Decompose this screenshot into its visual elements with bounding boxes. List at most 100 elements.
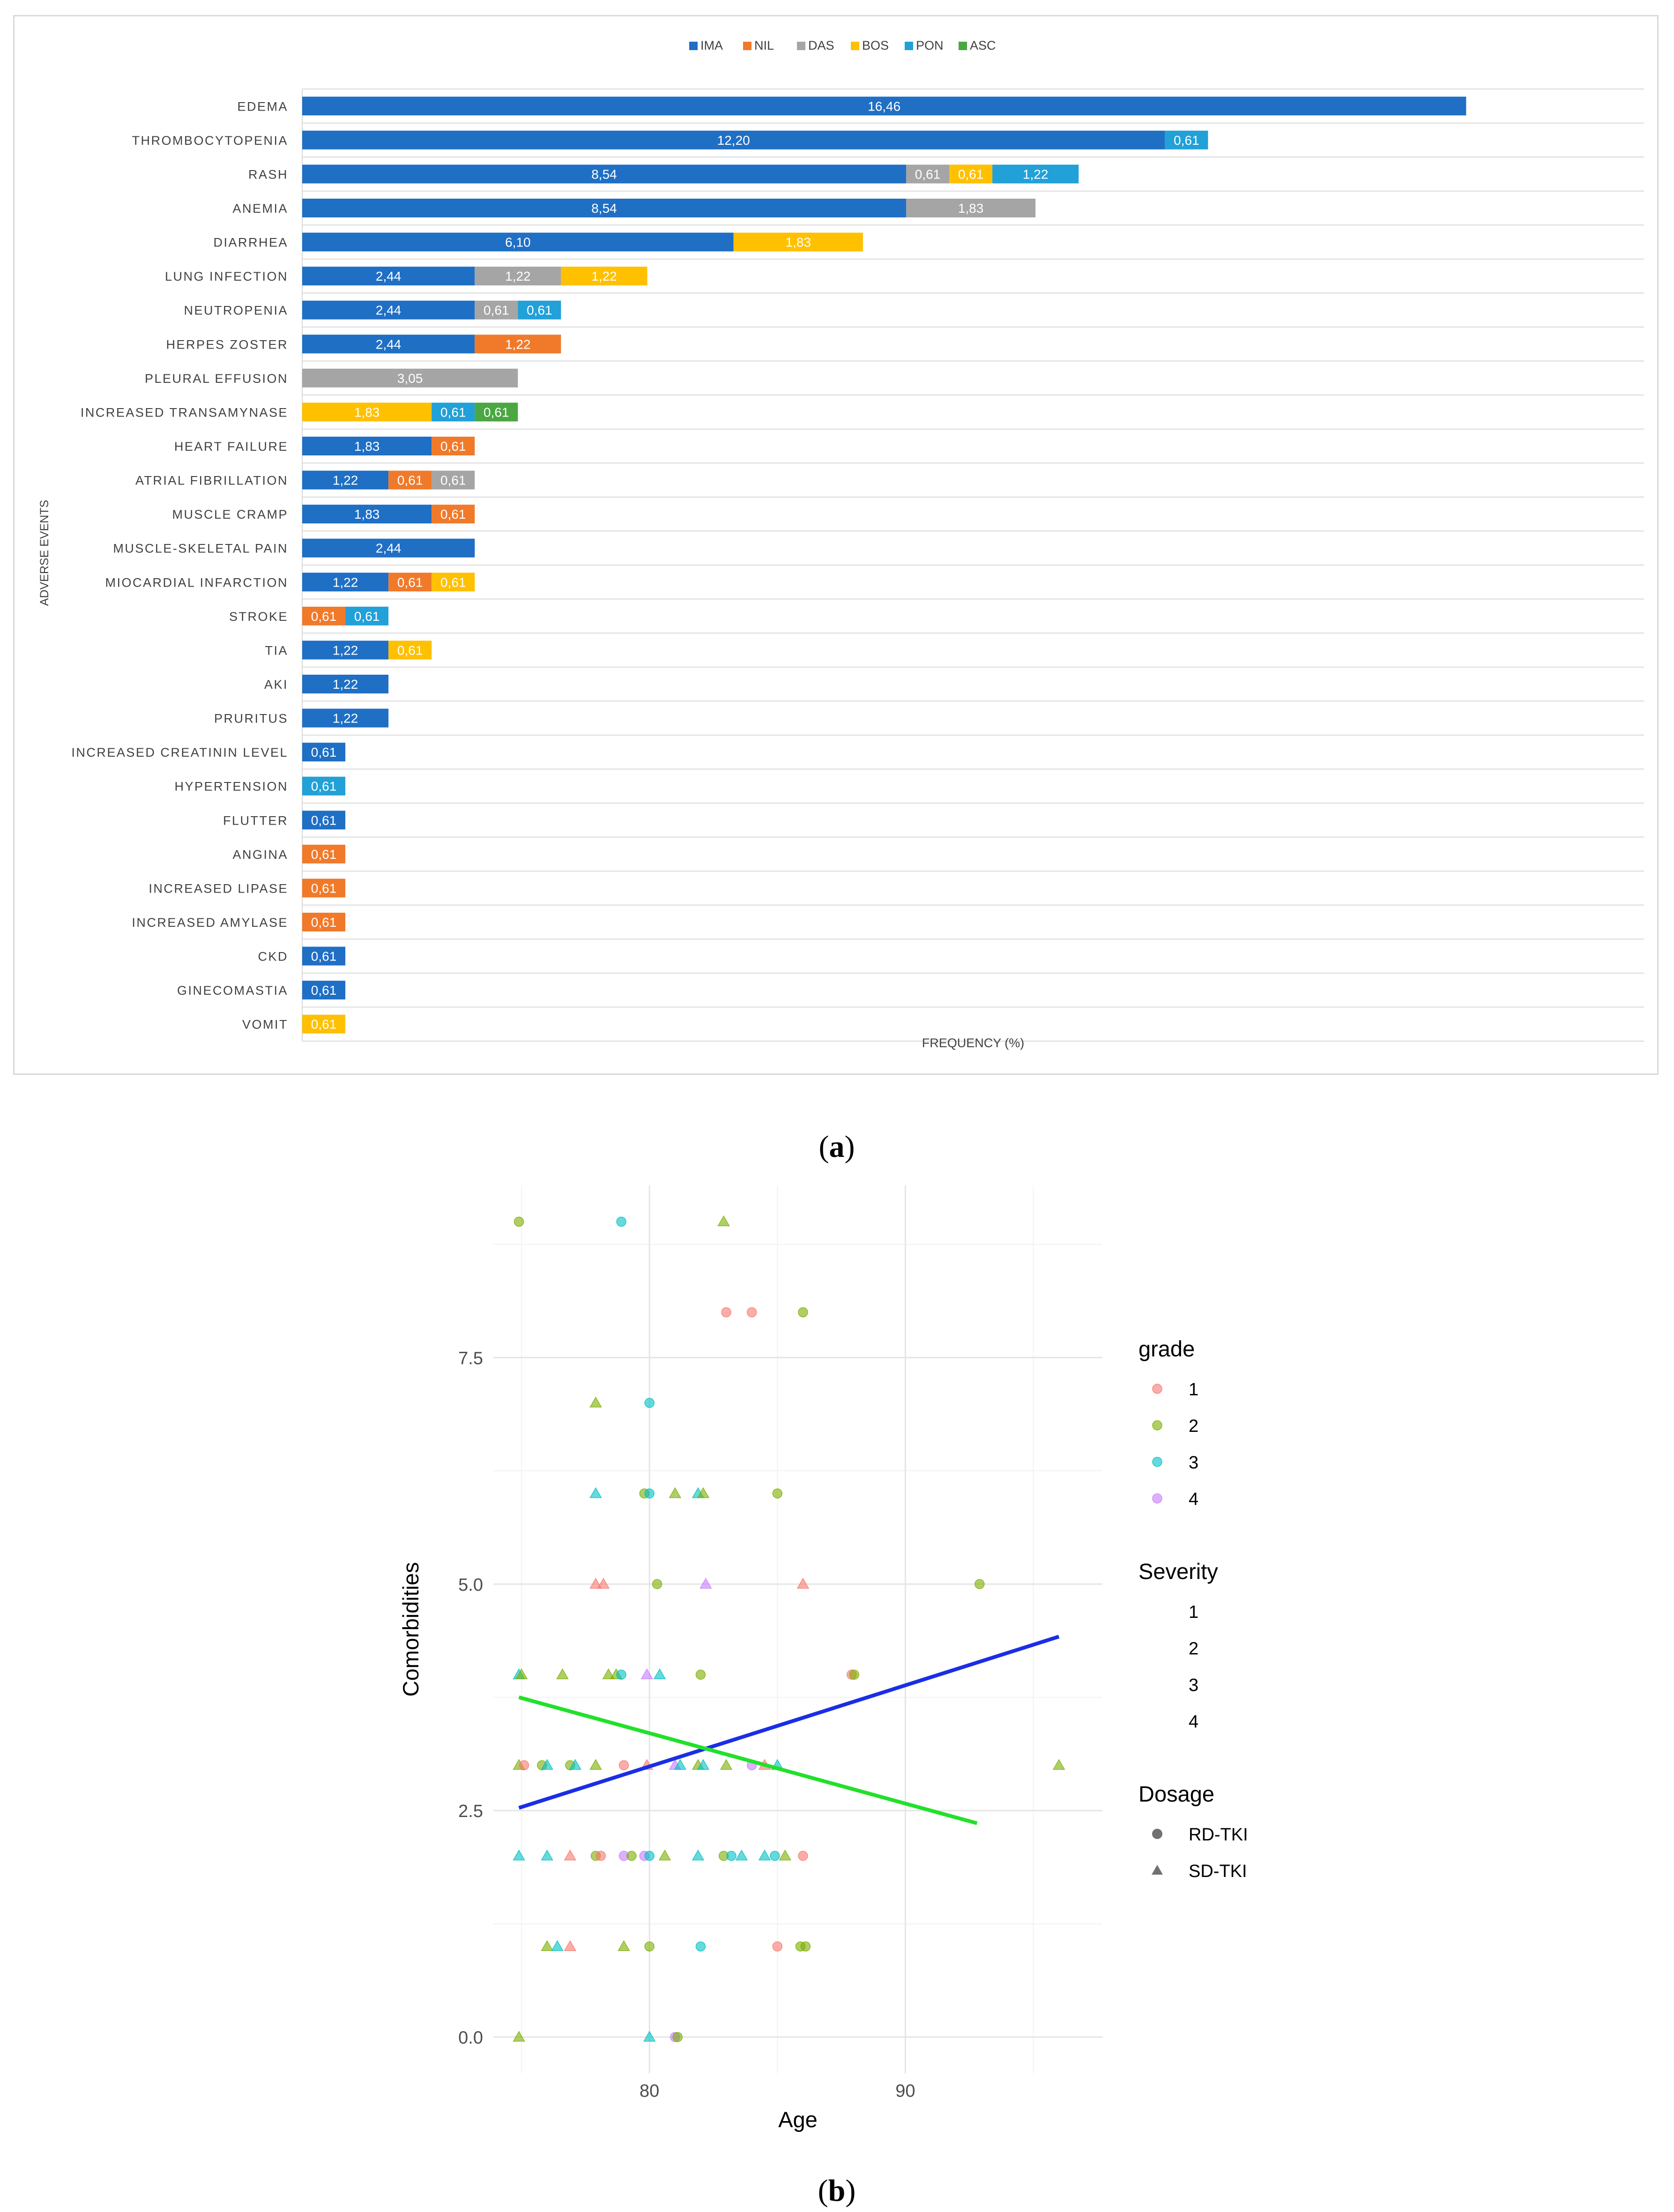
bar-segment-ima [302,743,346,762]
data-label: 2,44 [376,337,402,351]
bar-segment-ima [302,164,906,184]
legend-item-label: RD-TKI [1189,1825,1248,1845]
data-point-rd-tki [746,1307,757,1318]
data-label: 0,61 [311,847,337,862]
legend-item-label: 3 [1189,1676,1198,1695]
bar-segment-bos [302,1014,346,1034]
data-label: 0,61 [440,405,466,419]
category-label: MUSCLE CRAMP [172,507,288,521]
legend-item-label: 4 [1189,1490,1198,1509]
data-label: 0,61 [311,609,337,624]
data-point-sd-tki [735,1849,748,1861]
category-label: INCREASED LIPASE [149,881,288,895]
y-tick-label: 7.5 [458,1348,483,1368]
bar-segment-ima [302,335,475,354]
data-label: 1,22 [591,269,617,283]
data-label: 0,61 [397,643,423,657]
bar-segment-nil [388,573,432,592]
bar-segment-bos [432,573,475,592]
data-label: 0,61 [484,303,509,318]
category-label: VOMIT [242,1018,288,1032]
legend-item-label: 1 [1189,1602,1198,1622]
data-point-sd-tki [640,1668,654,1679]
data-point-rd-tki [849,1669,859,1680]
bar-segment-pon [432,402,475,422]
data-point-rd-tki [513,1216,524,1227]
bar-segment-nil [432,436,475,455]
bar-segment-nil [388,470,432,490]
data-point-sd-tki [551,1940,564,1951]
category-label: HERPES ZOSTER [166,337,288,351]
data-point-sd-tki [697,1487,710,1498]
data-label: 0,61 [440,473,466,488]
panel-a-frame: IMA NIL DAS BOS PON ASC EDEMA 16,46 THROMBOCYTOP… [13,15,1659,1075]
x-axis-title: Age [778,2107,818,2132]
x-axis-title: FREQUENCY (%) [922,1036,1025,1050]
data-point-sd-tki [720,1759,733,1770]
legend-key-triangle [1152,1865,1163,1875]
legend-key-grade [1152,1420,1162,1430]
bar-segment-ima [302,811,346,830]
data-point-rd-tki [616,1669,626,1680]
data-point-sd-tki [658,1849,671,1861]
data-point-sd-tki [541,1940,553,1951]
bar-segment-ima [302,708,389,728]
data-point-rd-tki [616,1216,626,1227]
data-label: 1,22 [333,677,358,692]
data-point-sd-tki [697,1759,710,1770]
legend-item-label: 4 [1189,1712,1198,1732]
bar-segment-ima [302,97,1466,116]
category-label: HEART FAILURE [174,439,288,454]
data-point-sd-tki [541,1849,553,1861]
bar-segment-ima [302,946,346,966]
scatter-chart: 0.0 2.5 5.0 7.5 80 90 Age Comorbidities grade 1 2 3… [398,1185,1248,2132]
data-point-rd-tki [772,1488,783,1499]
data-point-rd-tki [695,1669,706,1680]
data-point-sd-tki [779,1849,791,1861]
legend-item-label: 3 [1189,1453,1198,1473]
data-label: 0,61 [397,473,423,488]
category-label: RASH [248,167,288,181]
trend-line [518,1695,978,1825]
data-label: 0,61 [311,779,337,794]
data-point-sd-tki [643,2031,656,2042]
bar-segment-nil [302,844,346,864]
data-label: 0,61 [397,575,423,589]
bar-segment-pon [992,164,1079,184]
bar-segment-das [906,164,950,184]
bar-segment-bos [561,267,647,286]
data-point-rd-tki [726,1851,737,1861]
data-point-sd-tki [541,1759,553,1770]
data-point-sd-tki [796,1578,810,1589]
bar-segment-ima [302,300,475,320]
category-label: MUSCLE-SKELETAL PAIN [113,542,288,556]
data-label: 1,22 [505,337,531,351]
data-point-sd-tki [669,1487,682,1498]
data-label: 16,46 [868,99,900,113]
data-label: 1,83 [354,507,380,521]
data-label: 1,22 [1023,167,1049,181]
data-label: 0,61 [311,745,337,760]
data-point-rd-tki [644,1851,655,1861]
bar-segment-ima [302,198,906,217]
data-point-sd-tki [569,1759,582,1770]
data-point-rd-tki [644,1488,655,1499]
data-label: 1,22 [333,473,358,488]
data-point-rd-tki [695,1941,706,1952]
legend-title: Dosage [1138,1781,1214,1806]
bar-segment-nil [475,335,561,354]
category-label: INCREASED CREATININ LEVEL [71,745,288,760]
data-point-sd-tki [717,1215,730,1227]
category-label: MIOCARDIAL INFARCTION [105,575,288,589]
legend-label-bos: BOS [862,38,889,52]
data-label: 1,83 [958,201,984,216]
legend-label-asc: ASC [970,38,996,52]
data-label: 1,83 [354,405,380,419]
legend-item-label: SD-TKI [1189,1862,1247,1881]
legend-title: Severity [1138,1559,1218,1584]
category-label: FLUTTER [223,813,288,827]
data-label: 6,10 [505,235,531,250]
data-point-sd-tki [674,1759,687,1770]
panel-a-caption: (a) [818,1130,855,1164]
legend-label-ima: IMA [700,38,723,52]
